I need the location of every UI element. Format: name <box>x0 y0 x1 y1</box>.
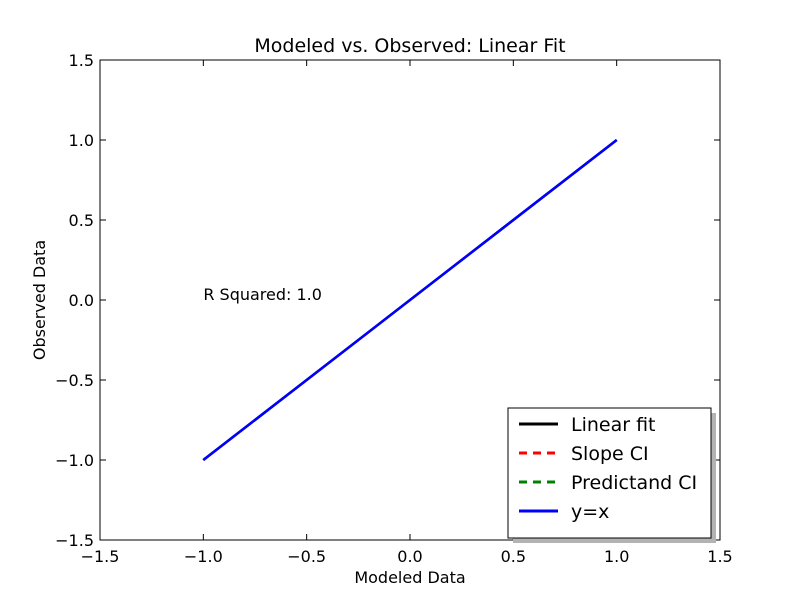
legend-label-3: y=x <box>571 501 609 523</box>
r-squared-annotation: R Squared: 1.0 <box>203 285 322 304</box>
y-tick-label: 0.0 <box>69 291 94 310</box>
ticks-layer: −1.5 −1.0 −0.5 0.0 0.5 1.0 1.5 −1.5 −1.0 −0.5 0.0 0… <box>55 51 733 566</box>
y-axis-label: Observed Data <box>30 240 49 360</box>
series-line-3 <box>202 139 618 461</box>
legend-box <box>507 407 712 539</box>
y-tick-label: −1.5 <box>55 531 94 550</box>
legend-label-0: Linear fit <box>571 414 656 436</box>
plot-frame <box>99 59 721 541</box>
y-tick-label: −1.0 <box>55 451 94 470</box>
legend-label-1: Slope CI <box>571 443 649 465</box>
x-tick-label: −0.5 <box>287 547 326 566</box>
x-tick-label: 1.0 <box>604 547 629 566</box>
y-tick-label: 1.0 <box>69 131 94 150</box>
x-axis-label: Modeled Data <box>354 568 465 587</box>
y-tick-label: −0.5 <box>55 371 94 390</box>
x-tick-label: −1.0 <box>184 547 223 566</box>
x-tick-label: 0.0 <box>397 547 422 566</box>
legend: Linear fit Slope CI Predictand CI y=x <box>507 407 716 543</box>
series-layer <box>202 139 618 461</box>
x-tick-label: −1.5 <box>81 547 120 566</box>
y-tick-label: 1.5 <box>69 51 94 70</box>
chart-title: Modeled vs. Observed: Linear Fit <box>254 35 565 57</box>
y-tick-label: 0.5 <box>69 211 94 230</box>
legend-label-2: Predictand CI <box>571 472 697 494</box>
x-tick-label: 1.5 <box>707 547 732 566</box>
x-tick-label: 0.5 <box>501 547 526 566</box>
